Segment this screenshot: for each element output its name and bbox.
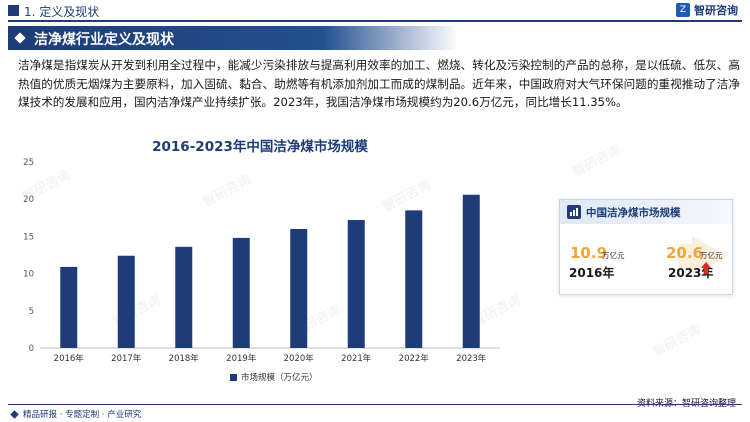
- data-source: 资料来源：智研咨询整理: [636, 399, 736, 409]
- x-tick-label: 2023年: [456, 353, 487, 364]
- bar: [462, 194, 480, 348]
- x-tick-label: 2022年: [399, 353, 430, 364]
- footer-divider: [8, 404, 742, 405]
- x-tick-label: 2017年: [111, 353, 142, 364]
- y-tick-label: 20: [23, 195, 34, 205]
- section-bullet-icon: [8, 5, 19, 16]
- card-start-year: 2016年: [569, 266, 615, 280]
- brand-name: 智研咨询: [694, 4, 738, 17]
- legend-label: 市场规模（万亿元）: [241, 373, 318, 383]
- x-tick-label: 2021年: [341, 353, 372, 364]
- x-tick-label: 2016年: [54, 353, 85, 364]
- bar: [60, 266, 78, 348]
- legend-swatch: [230, 373, 237, 381]
- card-title: 中国洁净煤市场规模: [586, 207, 681, 219]
- bar: [405, 210, 423, 348]
- bar: [347, 220, 365, 348]
- top-header: 1. 定义及现状 Z 智研咨询: [0, 0, 750, 22]
- watermark: 智研咨询: [650, 322, 704, 361]
- bar: [290, 228, 308, 348]
- watermark: 智研咨询: [570, 142, 624, 181]
- y-tick-label: 15: [23, 232, 34, 242]
- card-end-value: 20.6: [666, 244, 704, 262]
- arrow-shape-icon: [600, 236, 728, 276]
- brand: Z 智研咨询: [676, 2, 738, 18]
- card-end-year: 2023年: [668, 266, 714, 280]
- y-tick-label: 0: [29, 344, 34, 354]
- brand-logo-icon: Z: [676, 3, 690, 17]
- bar: [175, 246, 193, 348]
- footer-tagline-text: 精品研报 · 专题定制 · 产业研究: [23, 410, 142, 420]
- up-arrow-icon: [701, 262, 711, 274]
- section-number-title: 1. 定义及现状: [24, 5, 100, 19]
- intro-paragraph: 洁净煤是指煤炭从开发到利用全过程中，能减少污染排放与提高利用效率的加工、燃烧、转…: [18, 58, 740, 110]
- chart-title: 2016-2023年中国洁净煤市场规模: [152, 139, 368, 155]
- card-end-unit: 万亿元: [700, 251, 723, 260]
- x-tick-label: 2020年: [284, 353, 315, 364]
- y-tick-label: 5: [29, 307, 34, 317]
- banner-title: 洁净煤行业定义及现状: [34, 32, 174, 48]
- chart-icon: [567, 205, 581, 219]
- footer-tagline: 精品研报 · 专题定制 · 产业研究: [10, 408, 141, 420]
- y-tick-label: 25: [23, 158, 34, 168]
- card-start-unit: 万亿元: [602, 251, 625, 260]
- header-divider: [8, 20, 742, 22]
- y-tick-label: 10: [23, 270, 34, 280]
- diamond-icon: [10, 409, 19, 419]
- card-start-value: 10.9: [570, 244, 608, 262]
- card-header: 中国洁净煤市场规模: [560, 200, 732, 224]
- x-tick-label: 2018年: [169, 353, 200, 364]
- section-banner: 洁净煤行业定义及现状: [8, 26, 458, 50]
- bar: [232, 237, 250, 348]
- x-tick-label: 2019年: [226, 353, 257, 364]
- bar: [117, 255, 135, 348]
- bar-chart: 0 5 10 15 20 25 2016年 2017年 2018年 2019年 2020年 2021年…: [23, 158, 500, 364]
- banner-diamond-icon: [14, 32, 26, 44]
- market-size-card: 中国洁净煤市场规模 10.9 万亿元 2016年 20.6 万亿元 2023年: [559, 199, 733, 295]
- chart-legend: 市场规模（万亿元）: [230, 371, 318, 383]
